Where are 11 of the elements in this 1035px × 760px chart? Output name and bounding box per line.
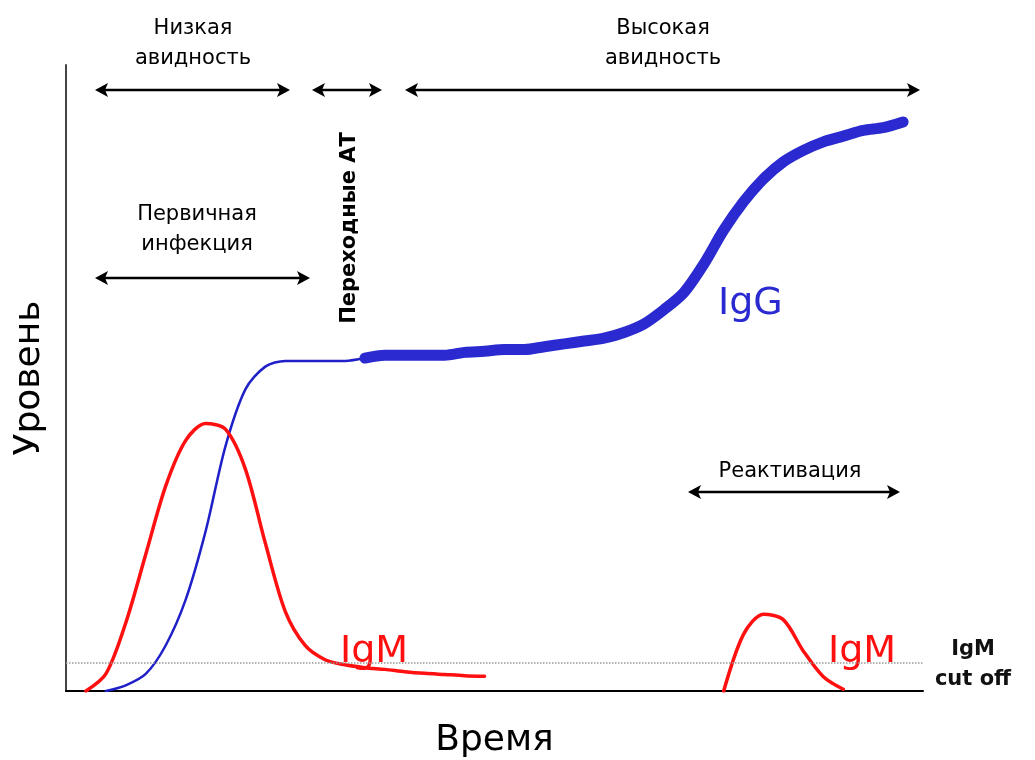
series-label: IgG: [718, 279, 783, 323]
annotation: Переходные АТ: [336, 131, 360, 324]
annotation: Первичная инфекция: [137, 201, 257, 255]
x-axis-title: Время: [435, 716, 554, 758]
ref-line-label: IgM cut off: [934, 635, 1013, 690]
annotation: Реактивация: [718, 458, 862, 482]
text: Низкая авидность: [134, 15, 252, 69]
series-label: IgM: [340, 627, 409, 671]
text: Высокая авидность: [604, 15, 722, 69]
series-label: IgM: [828, 627, 897, 671]
y-axis-title: Уровень: [5, 300, 47, 456]
